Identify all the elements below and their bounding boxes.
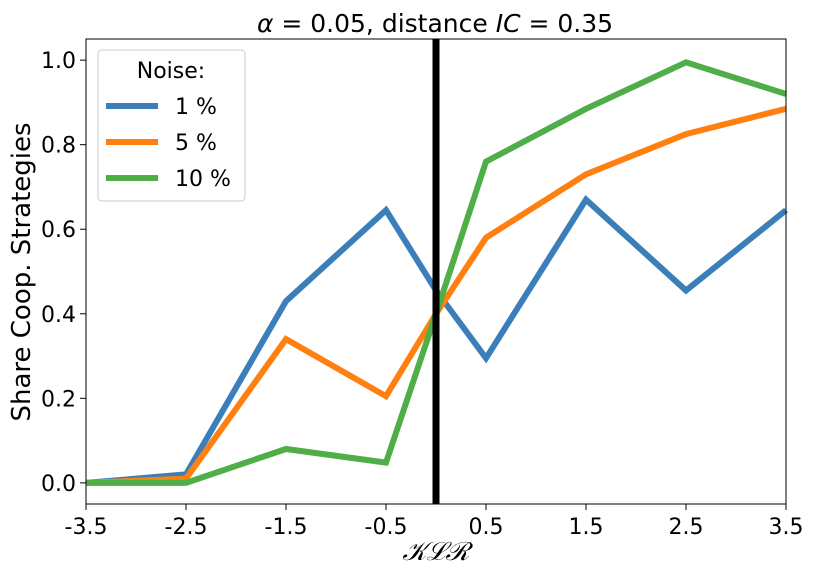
axis-layer: -3.5 -2.5 -1.5 -0.5 0.5 1.5 2.5 3.5 0.0 0.2 0.4 0.6…: [41, 38, 804, 540]
legend-label-1: 1 %: [175, 95, 217, 120]
x-tick-label: -3.5: [65, 515, 108, 540]
legend-title: Noise:: [137, 59, 205, 84]
legend-label-2: 5 %: [175, 131, 217, 156]
legend-box: [97, 49, 246, 202]
y-tick-label: 0.0: [41, 472, 76, 497]
y-tick-label: 0.2: [41, 387, 76, 412]
x-tick-label: 2.5: [669, 515, 704, 540]
y-tick-label: 1.0: [41, 49, 76, 74]
title-ic: IC: [496, 9, 521, 38]
x-tick-label: -1.5: [265, 515, 308, 540]
x-tick-label: 0.5: [469, 515, 504, 540]
chart-title: α = 0.05, distance IC = 0.35: [257, 9, 613, 38]
y-tick-label: 0.4: [41, 303, 76, 328]
x-tick-label: -0.5: [365, 515, 408, 540]
plot-frame: [85, 38, 787, 505]
x-tick-label: 1.5: [569, 515, 604, 540]
title-part-2: = 0.35: [521, 9, 614, 38]
y-tick-label: 0.8: [41, 134, 76, 159]
x-tick-label: 3.5: [769, 515, 804, 540]
x-axis-label: 𝒦ℒℛ: [402, 537, 473, 567]
title-alpha: α: [257, 9, 274, 38]
y-tick-label: 0.6: [41, 218, 76, 243]
title-part-1: = 0.05, distance: [273, 9, 495, 38]
x-tick-label: -2.5: [165, 515, 208, 540]
y-axis-label: Share Coop. Strategies: [7, 122, 37, 421]
legend: Noise: 1 % 5 % 10 %: [97, 49, 246, 202]
legend-label-3: 10 %: [175, 167, 231, 192]
